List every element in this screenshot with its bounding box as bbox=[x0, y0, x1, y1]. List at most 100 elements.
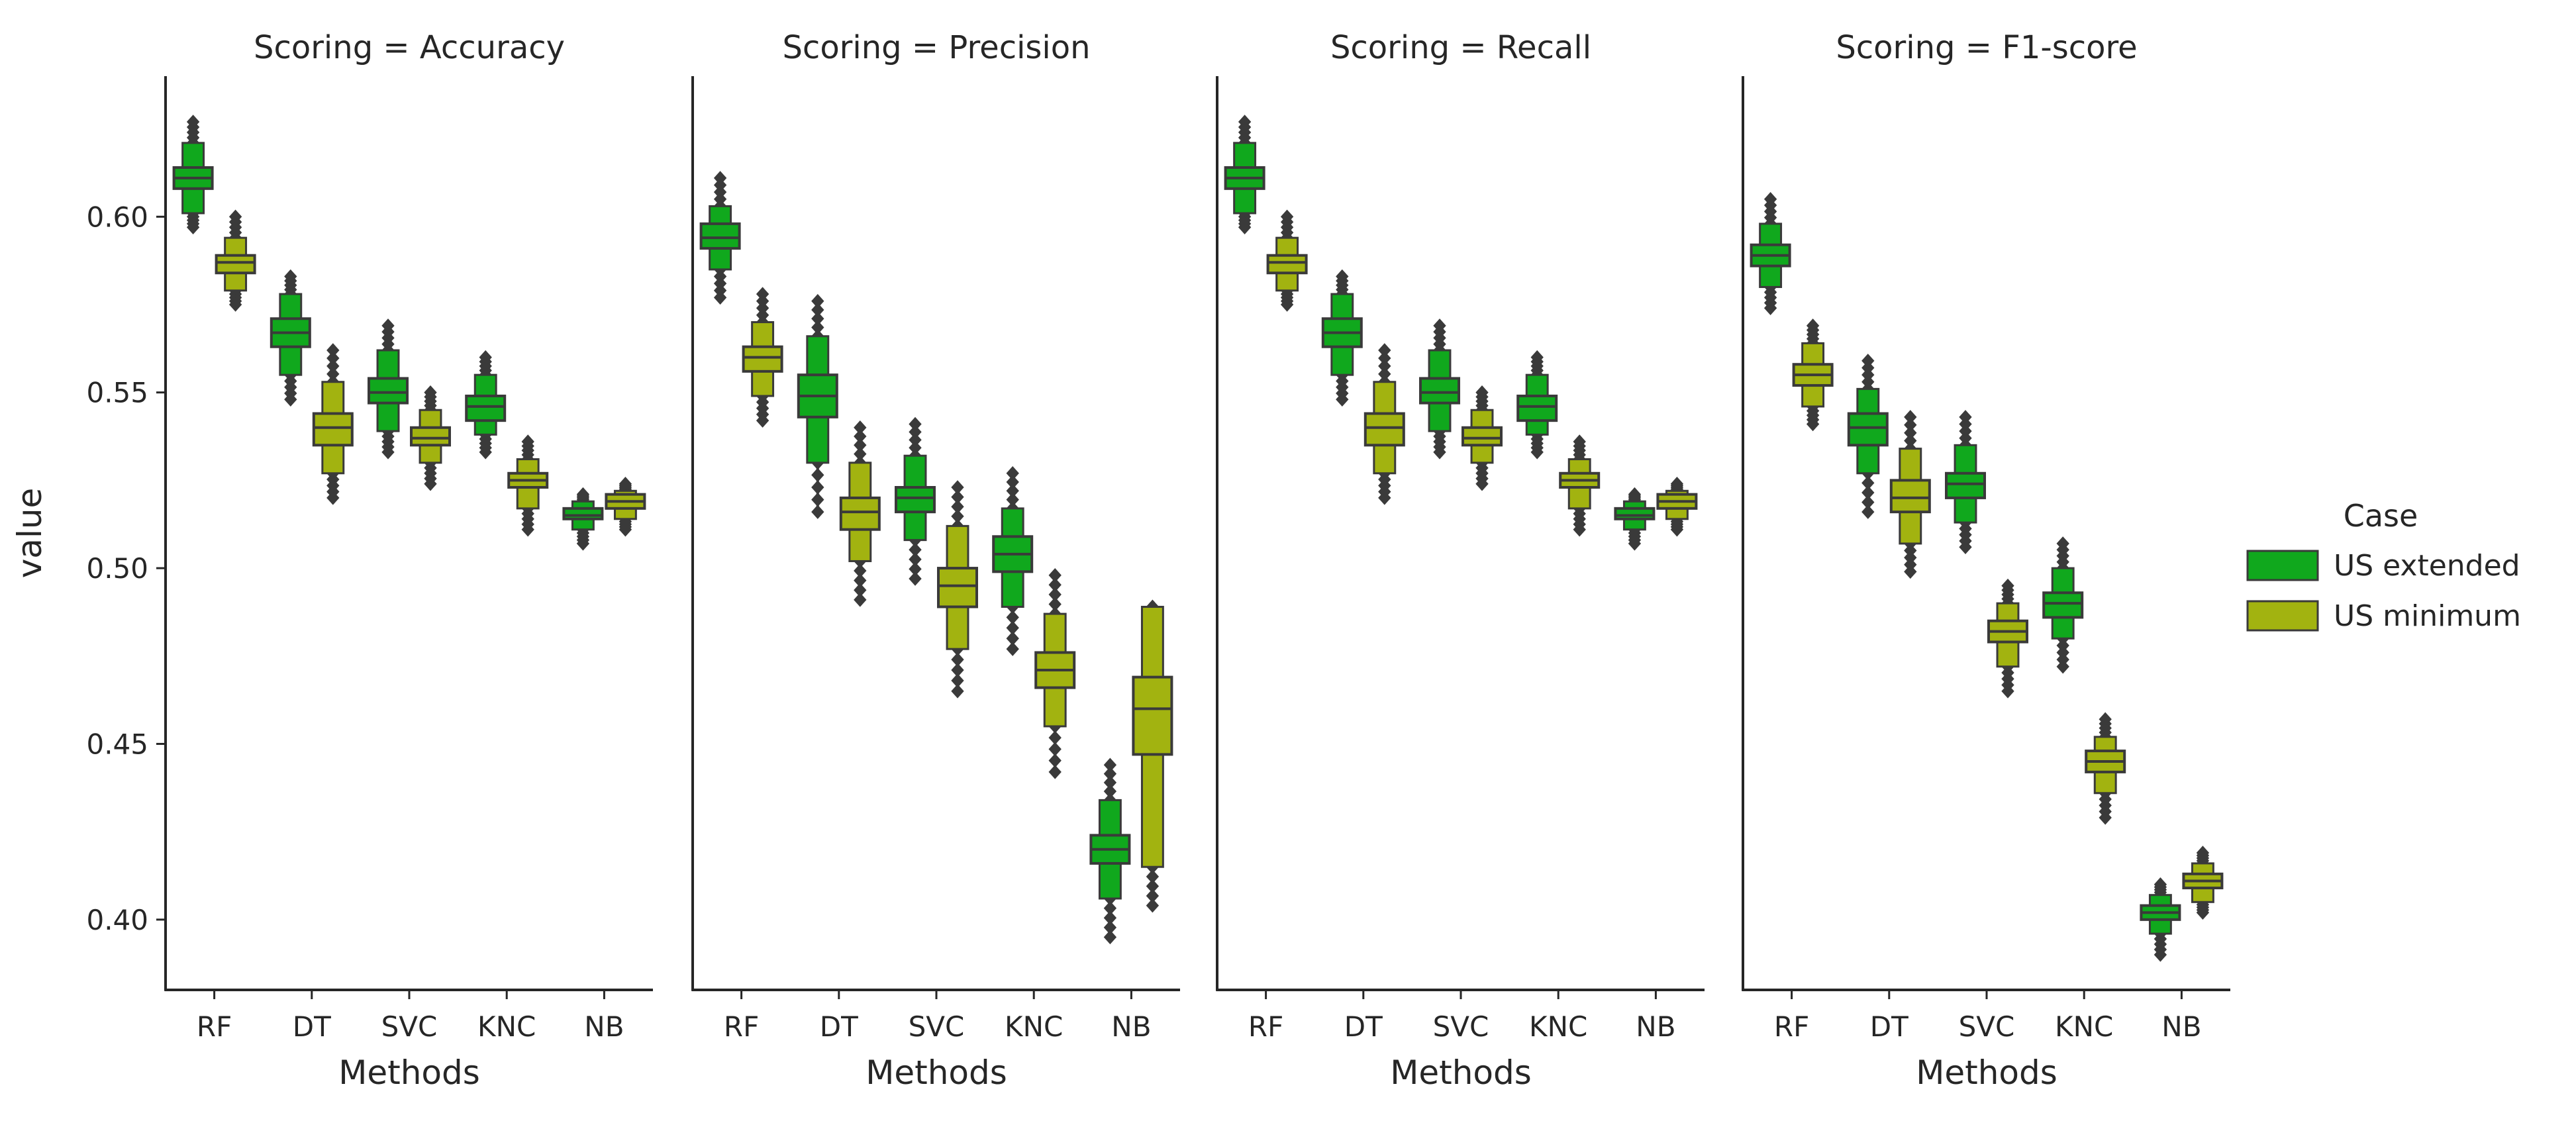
legend-swatch bbox=[2246, 550, 2319, 581]
outlier-marker bbox=[326, 359, 340, 373]
x-tick-label: KNC bbox=[1005, 1010, 1063, 1043]
boxen-dt-us-minimum bbox=[1889, 410, 1931, 579]
outlier-marker bbox=[1806, 416, 1820, 432]
outlier-marker bbox=[1861, 354, 1875, 368]
outlier-marker bbox=[326, 491, 340, 505]
boxen-dt-us-extended bbox=[1847, 354, 1889, 519]
x-tick-label: NB bbox=[2161, 1010, 2201, 1043]
outlier-marker bbox=[951, 684, 964, 699]
outlier-marker bbox=[521, 434, 534, 449]
boxen-nb-us-extended bbox=[2140, 877, 2181, 962]
facet-title: Scoring = Accuracy bbox=[254, 29, 565, 66]
outlier-marker bbox=[811, 320, 824, 335]
iqr-box bbox=[1889, 479, 1931, 514]
iqr-box bbox=[699, 222, 741, 250]
outlier-marker bbox=[424, 385, 437, 400]
outlier-marker bbox=[1048, 765, 1062, 779]
x-tick-label: NB bbox=[584, 1010, 624, 1043]
x-tick-label: KNC bbox=[2055, 1010, 2113, 1043]
boxen-svc-us-minimum bbox=[937, 480, 978, 699]
x-tick-label: NB bbox=[1636, 1010, 1675, 1043]
outlier-marker bbox=[2001, 578, 2014, 593]
outlier-marker bbox=[1048, 577, 1062, 593]
outlier-marker bbox=[2099, 712, 2112, 727]
outlier-marker bbox=[1959, 410, 1972, 424]
legend-label: US extended bbox=[2334, 549, 2520, 583]
boxen-rf-us-extended bbox=[1224, 115, 1265, 234]
outlier-marker bbox=[1146, 898, 1160, 913]
outlier-marker bbox=[1763, 301, 1777, 316]
iqr-box bbox=[742, 345, 783, 373]
outlier-marker bbox=[909, 440, 922, 456]
boxen-rf-us-extended bbox=[172, 115, 214, 234]
outlier-marker bbox=[1861, 505, 1875, 519]
outlier-marker bbox=[1530, 445, 1544, 460]
outlier-marker bbox=[2154, 948, 2167, 962]
outlier-marker bbox=[1628, 536, 1642, 551]
outlier-marker bbox=[1904, 425, 1917, 440]
outlier-marker bbox=[479, 445, 492, 460]
iqr-box bbox=[312, 412, 354, 447]
outlier-marker bbox=[1475, 476, 1489, 491]
outlier-marker bbox=[381, 445, 395, 460]
boxen-rf-us-extended bbox=[1750, 192, 1791, 316]
x-tick-label: SVC bbox=[381, 1010, 438, 1043]
outlier-marker bbox=[951, 480, 964, 495]
outlier-marker bbox=[381, 318, 395, 333]
outlier-marker bbox=[811, 303, 824, 317]
outlier-marker bbox=[424, 476, 437, 491]
x-tick-label: DT bbox=[293, 1010, 331, 1043]
x-tick-label: KNC bbox=[1529, 1010, 1587, 1043]
y-tick-label: 0.40 bbox=[86, 904, 148, 936]
outlier-marker bbox=[811, 293, 824, 309]
outlier-marker bbox=[713, 290, 727, 305]
boxen-knc-us-extended bbox=[992, 466, 1034, 656]
boxen-rf-us-minimum bbox=[1266, 209, 1308, 312]
iqr-box bbox=[410, 426, 451, 447]
x-tick-label: NB bbox=[1111, 1010, 1151, 1043]
boxen-svc-us-extended bbox=[368, 318, 409, 460]
boxen-knc-us-extended bbox=[2042, 536, 2084, 674]
outlier-marker bbox=[1433, 318, 1446, 333]
x-tick-label: SVC bbox=[1959, 1010, 2015, 1043]
x-axis-label: Methods bbox=[338, 1053, 480, 1092]
outlier-marker bbox=[1238, 220, 1252, 234]
boxen-rf-us-minimum bbox=[215, 209, 256, 312]
iqr-box bbox=[1363, 412, 1405, 447]
outlier-marker bbox=[854, 420, 867, 435]
boxen-nb-us-extended bbox=[1614, 487, 1656, 551]
outlier-marker bbox=[909, 571, 922, 586]
boxen-knc-us-minimum bbox=[2085, 712, 2126, 825]
outlier-marker bbox=[1433, 445, 1446, 460]
boxen-svc-us-minimum bbox=[1461, 385, 1503, 491]
boxen-rf-us-minimum bbox=[742, 287, 783, 428]
outlier-marker bbox=[1573, 522, 1586, 537]
outlier-marker bbox=[1904, 410, 1917, 424]
outlier-marker bbox=[1904, 564, 1917, 579]
outlier-marker bbox=[951, 509, 964, 524]
outlier-marker bbox=[576, 536, 590, 551]
boxen-nb-us-minimum bbox=[2182, 846, 2224, 920]
outlier-marker bbox=[619, 522, 632, 537]
outlier-marker bbox=[811, 505, 824, 519]
outlier-marker bbox=[854, 429, 867, 444]
x-tick-label: RF bbox=[1774, 1010, 1809, 1043]
iqr-box bbox=[839, 496, 881, 531]
facet-title: Scoring = Precision bbox=[782, 29, 1090, 66]
iqr-box bbox=[1419, 377, 1460, 405]
outlier-marker bbox=[854, 446, 867, 462]
legend: Case US extended US minimum bbox=[2246, 498, 2521, 633]
outlier-marker bbox=[2196, 905, 2210, 920]
outlier-marker bbox=[909, 416, 922, 432]
iqr-box bbox=[895, 486, 936, 514]
outlier-marker bbox=[1006, 492, 1019, 507]
boxen-svc-us-minimum bbox=[1987, 578, 2028, 699]
boxen-rf-us-minimum bbox=[1792, 318, 1834, 432]
outlier-marker bbox=[854, 438, 867, 453]
outlier-marker bbox=[909, 432, 922, 448]
outlier-marker bbox=[1280, 297, 1294, 312]
iqr-box bbox=[368, 377, 409, 405]
outlier-marker bbox=[186, 220, 200, 234]
facet-title: Scoring = F1-score bbox=[1836, 29, 2137, 66]
